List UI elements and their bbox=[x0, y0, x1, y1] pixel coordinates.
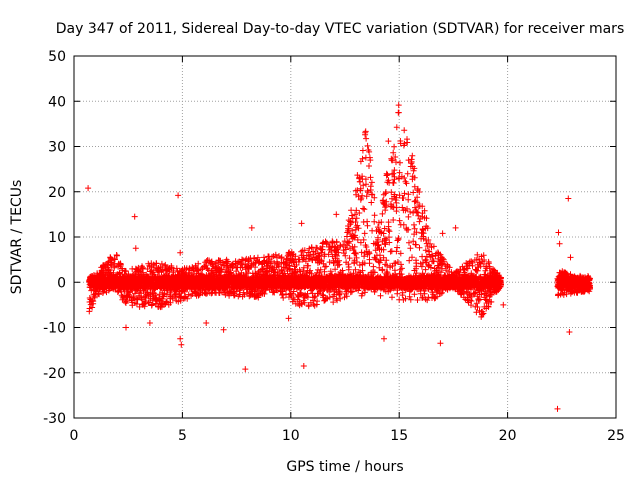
data-point bbox=[167, 299, 174, 306]
data-point bbox=[152, 292, 159, 299]
data-point bbox=[129, 299, 136, 306]
data-point bbox=[137, 268, 144, 275]
data-point bbox=[153, 260, 160, 267]
chart-title: Day 347 of 2011, Sidereal Day-to-day VTE… bbox=[56, 21, 624, 37]
data-points bbox=[85, 102, 593, 412]
data-point bbox=[89, 304, 96, 311]
data-point bbox=[185, 271, 192, 277]
data-point bbox=[114, 252, 120, 259]
data-point bbox=[111, 264, 118, 271]
data-point bbox=[149, 301, 156, 308]
data-point bbox=[144, 266, 151, 272]
data-point bbox=[136, 303, 143, 310]
data-point bbox=[158, 260, 165, 267]
data-point bbox=[163, 291, 170, 298]
data-point bbox=[184, 295, 191, 302]
data-point bbox=[99, 267, 106, 274]
data-point bbox=[117, 261, 124, 268]
data-point bbox=[90, 300, 97, 307]
data-point bbox=[181, 288, 188, 295]
data-point bbox=[123, 268, 129, 275]
data-point bbox=[150, 269, 157, 276]
data-point bbox=[162, 261, 169, 268]
data-point bbox=[170, 267, 177, 274]
data-point bbox=[130, 294, 137, 300]
data-point bbox=[160, 293, 167, 300]
data-point bbox=[106, 267, 113, 273]
data-point bbox=[163, 298, 170, 305]
data-point bbox=[96, 291, 103, 298]
data-point bbox=[111, 256, 118, 263]
data-point bbox=[131, 290, 138, 297]
